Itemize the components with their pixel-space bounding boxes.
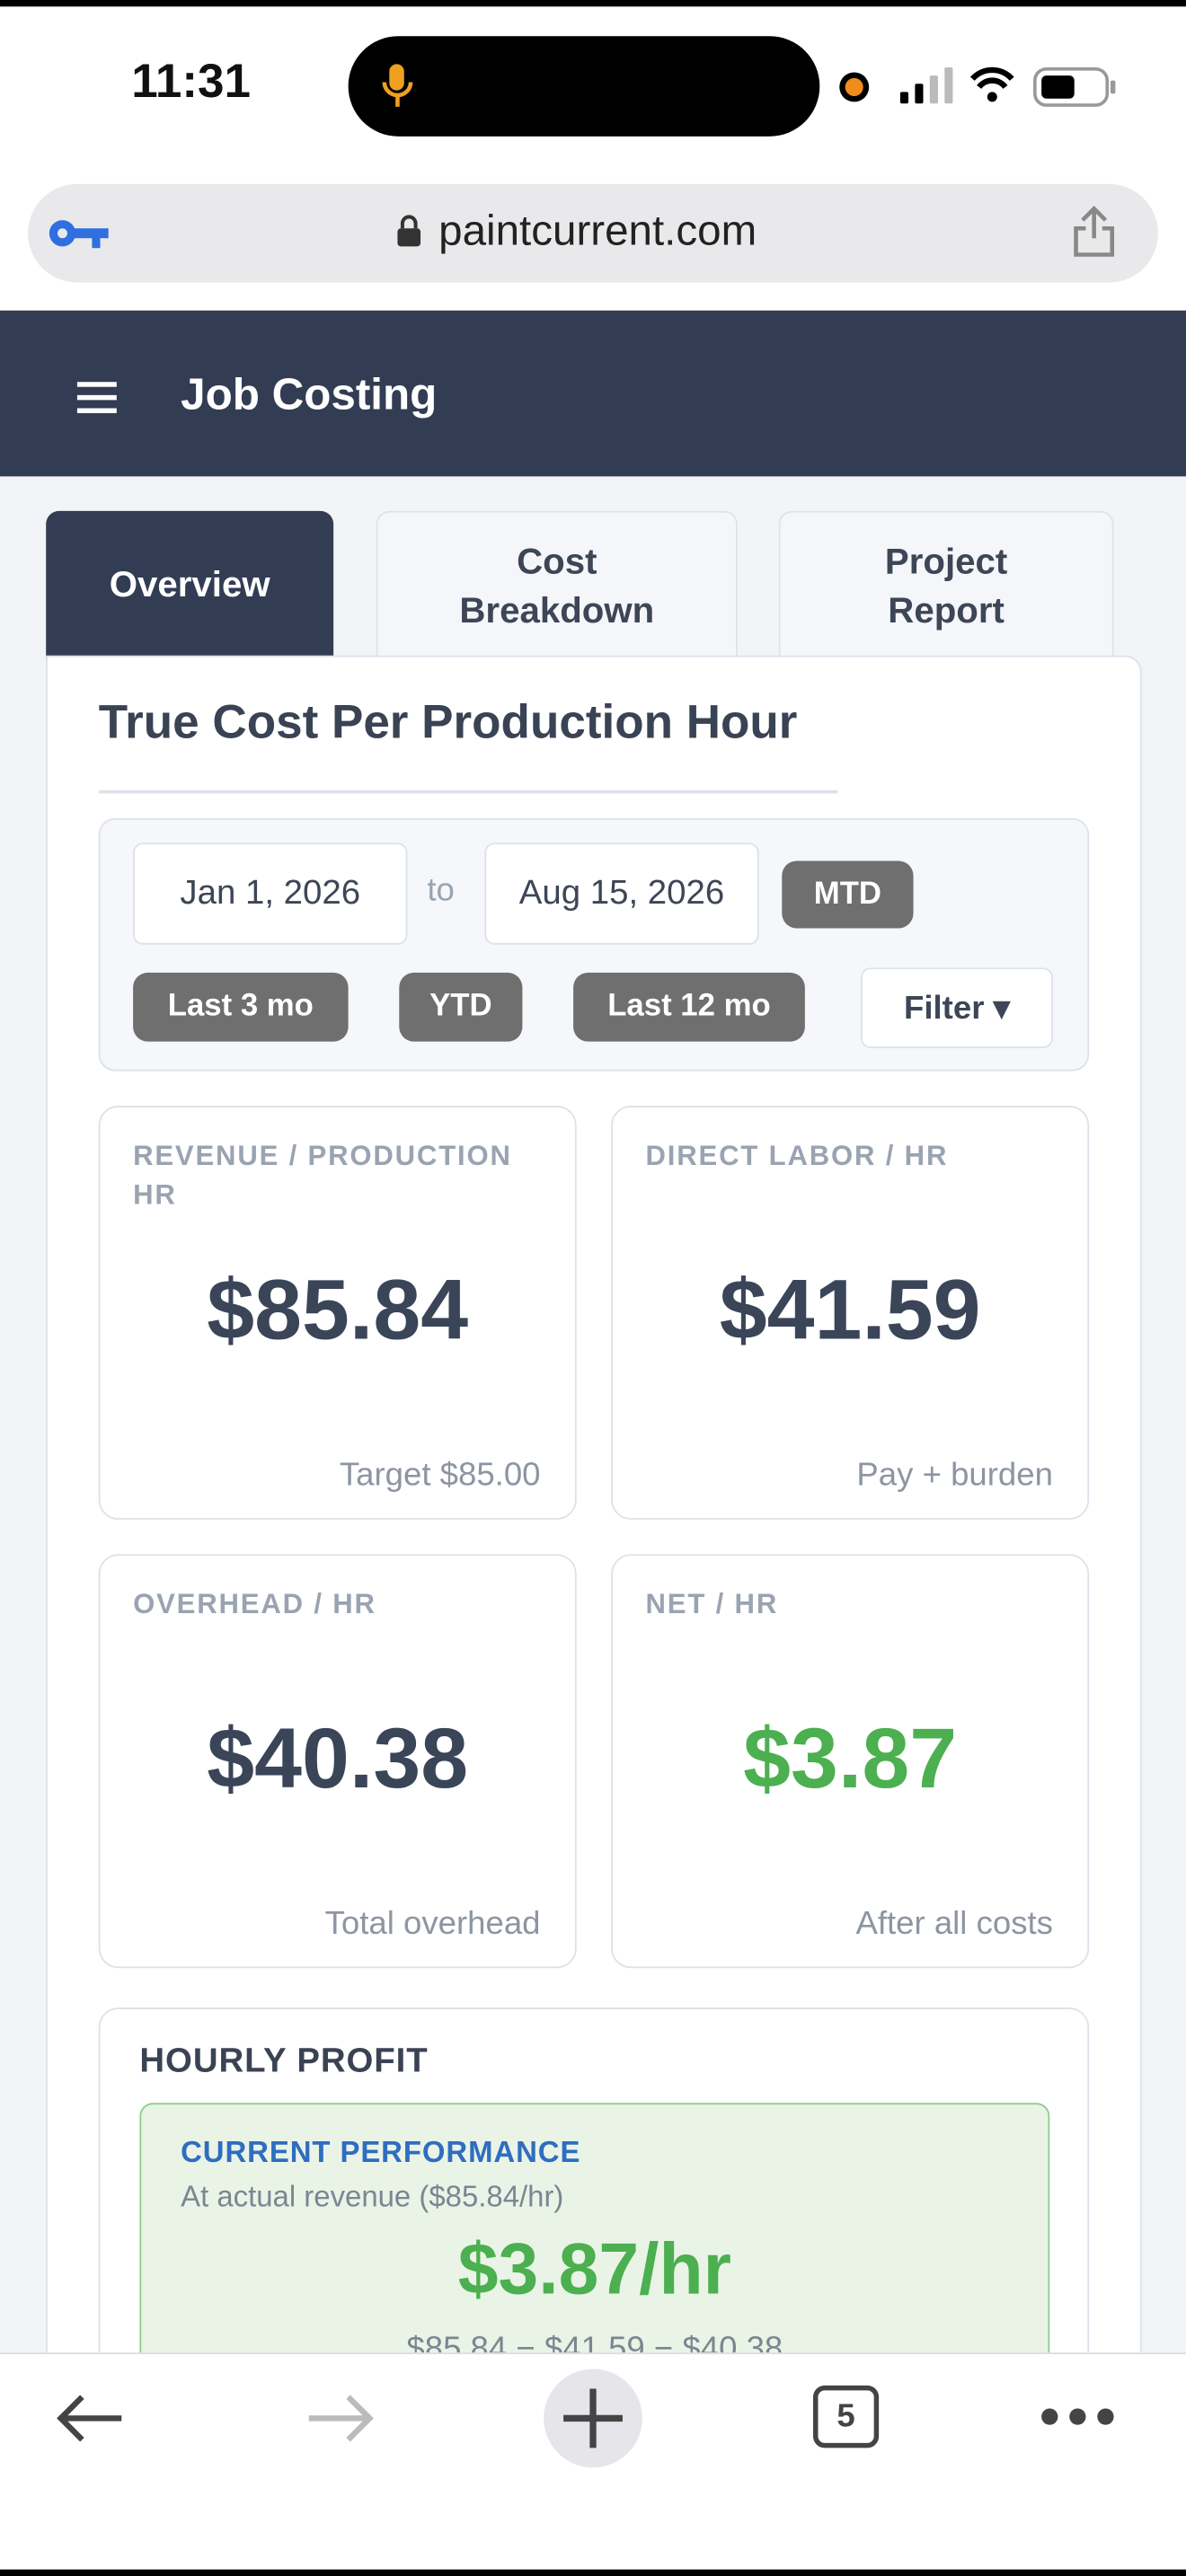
preset-button[interactable]: Last 12 mo [573,972,805,1042]
metric-note: Total overhead [324,1905,541,1942]
section-title: True Cost Per Production Hour [98,696,798,750]
date-to[interactable]: Aug 15, 2026 [484,842,759,945]
profit-value: $3.87/hr [457,2229,731,2310]
metric-note: Pay + burden [856,1457,1053,1494]
metric-label: OVERHEAD / HR [133,1588,376,1620]
tab[interactable]: Project Report [778,510,1114,659]
bottom-edge [0,2569,1186,2576]
metric-card: DIRECT LABOR / HR $41.59 Pay + burden [611,1105,1090,1520]
mic-icon [382,64,413,107]
preset-button[interactable]: YTD [399,972,523,1042]
clock: 11:31 [131,56,251,109]
forward-button[interactable] [302,2390,377,2446]
metric-value: $85.84 [207,1263,469,1359]
tab-active[interactable]: Overview [46,510,334,659]
url-text: paintcurrent.com [438,205,757,255]
header-title: Job Costing [181,369,438,419]
metric-card: OVERHEAD / HR $40.38 Total overhead [98,1554,577,1969]
preset-button[interactable]: Last 3 mo [133,972,349,1042]
metric-label: NET / HR [645,1588,779,1620]
metric-value: $41.59 [719,1263,981,1359]
menu-icon[interactable] [75,380,119,416]
share-icon[interactable] [1069,204,1119,260]
new-tab-button[interactable] [542,2368,643,2469]
metric-value: $40.38 [207,1711,469,1808]
preset-button[interactable]: MTD [782,860,914,929]
dynamic-island [348,36,820,137]
profit-title: HOURLY PROFIT [139,2042,429,2080]
app-header: Job Costing [0,310,1186,477]
metric-value: $3.87 [743,1711,958,1808]
metric-card: REVENUE / PRODUCTION HR $85.84 Target $8… [98,1105,577,1520]
panel-subtitle: At actual revenue ($85.84/hr) [181,2180,564,2213]
date-from[interactable]: Jan 1, 2026 [133,842,408,945]
lock-icon [397,215,421,247]
metric-label: REVENUE / PRODUCTION HR [133,1140,512,1212]
panel-title: CURRENT PERFORMANCE [181,2135,581,2169]
filter-button[interactable]: Filter ▾ [861,967,1053,1048]
status-icons [839,66,1116,107]
tab[interactable]: Cost Breakdown [376,510,738,659]
metric-note: Target $85.00 [339,1457,541,1494]
metric-label: DIRECT LABOR / HR [645,1140,949,1172]
metric-note: After all costs [855,1905,1053,1942]
title-rule [98,790,838,794]
tabs-button[interactable]: 5 [813,2385,880,2448]
date-separator: to [427,872,455,909]
top-edge [0,0,1186,7]
browser-toolbar: 5 [0,2352,1186,2576]
key-icon [49,220,109,249]
back-button[interactable] [53,2390,128,2446]
metric-card: NET / HR $3.87 After all costs [611,1554,1090,1969]
url-bar[interactable]: paintcurrent.com [28,183,1158,283]
more-button[interactable] [1038,2404,1117,2430]
